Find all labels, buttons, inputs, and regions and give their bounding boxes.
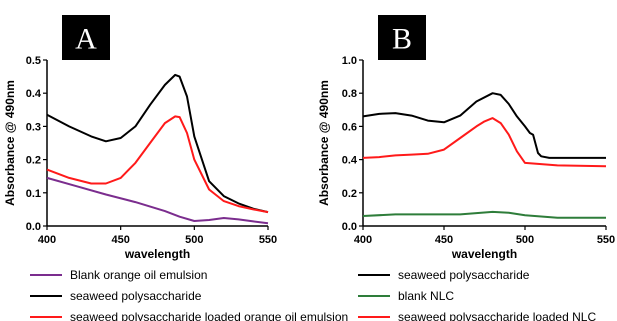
series-line-1	[46, 176, 269, 225]
series-line-2	[46, 73, 269, 214]
series-line-1	[362, 92, 606, 159]
x-tick-label: 400	[38, 234, 56, 246]
y-tick-label: 0.2	[342, 188, 357, 200]
y-tick-label: 0.0	[342, 221, 357, 233]
x-axis-title: wavelength	[124, 247, 190, 261]
panel-label-box	[62, 15, 110, 60]
x-tick-label: 500	[185, 234, 203, 246]
panel-b: B 0.0 0.2 0.4 0.6 0.8 1.0 400 450 500 550 wavelengt…	[317, 15, 615, 321]
legend-label: seaweed polysaccharide	[398, 268, 530, 282]
legend-label: seaweed polysaccharide loaded NLC	[398, 310, 596, 321]
panel-label: B	[392, 23, 412, 56]
x-tick-label: 550	[597, 234, 615, 246]
panel-label: A	[75, 23, 97, 56]
x-tick-label: 450	[111, 234, 129, 246]
y-tick-label: 0.4	[26, 88, 42, 100]
y-tick-label: 1.0	[342, 55, 357, 67]
series-line-3	[46, 115, 269, 214]
legend-label: seaweed polysaccharide loaded orange oil…	[70, 310, 348, 321]
legend-label: seaweed polysaccharide	[70, 289, 202, 303]
x-axis-title: wavelength	[451, 247, 517, 261]
y-axis-title: Absorbance @ 490nm	[317, 80, 331, 206]
x-tick-label: 550	[259, 234, 277, 246]
y-axis-title: Absorbance @ 490nm	[3, 80, 17, 206]
x-tick-label: 450	[435, 234, 453, 246]
panel-a: A 0.0 0.1 0.2 0.3 0.4 0.5 400 450 500 550 wavelengt…	[3, 15, 348, 321]
series-line-2	[362, 210, 606, 219]
series-line-3	[362, 117, 607, 168]
y-tick-label: 0.2	[26, 155, 41, 167]
legend-label: blank NLC	[398, 289, 454, 303]
panel-label-box	[378, 15, 426, 60]
y-tick-label: 0.6	[342, 121, 357, 133]
y-tick-label: 0.0	[26, 221, 41, 233]
y-tick-label: 0.8	[342, 88, 357, 100]
y-tick-label: 0.3	[26, 121, 41, 133]
y-tick-label: 0.4	[342, 155, 358, 167]
y-tick-label: 0.5	[26, 55, 41, 67]
x-tick-label: 500	[516, 234, 534, 246]
y-tick-label: 0.1	[26, 188, 41, 200]
legend-label: Blank orange oil emulsion	[70, 268, 207, 282]
x-tick-label: 400	[354, 234, 372, 246]
